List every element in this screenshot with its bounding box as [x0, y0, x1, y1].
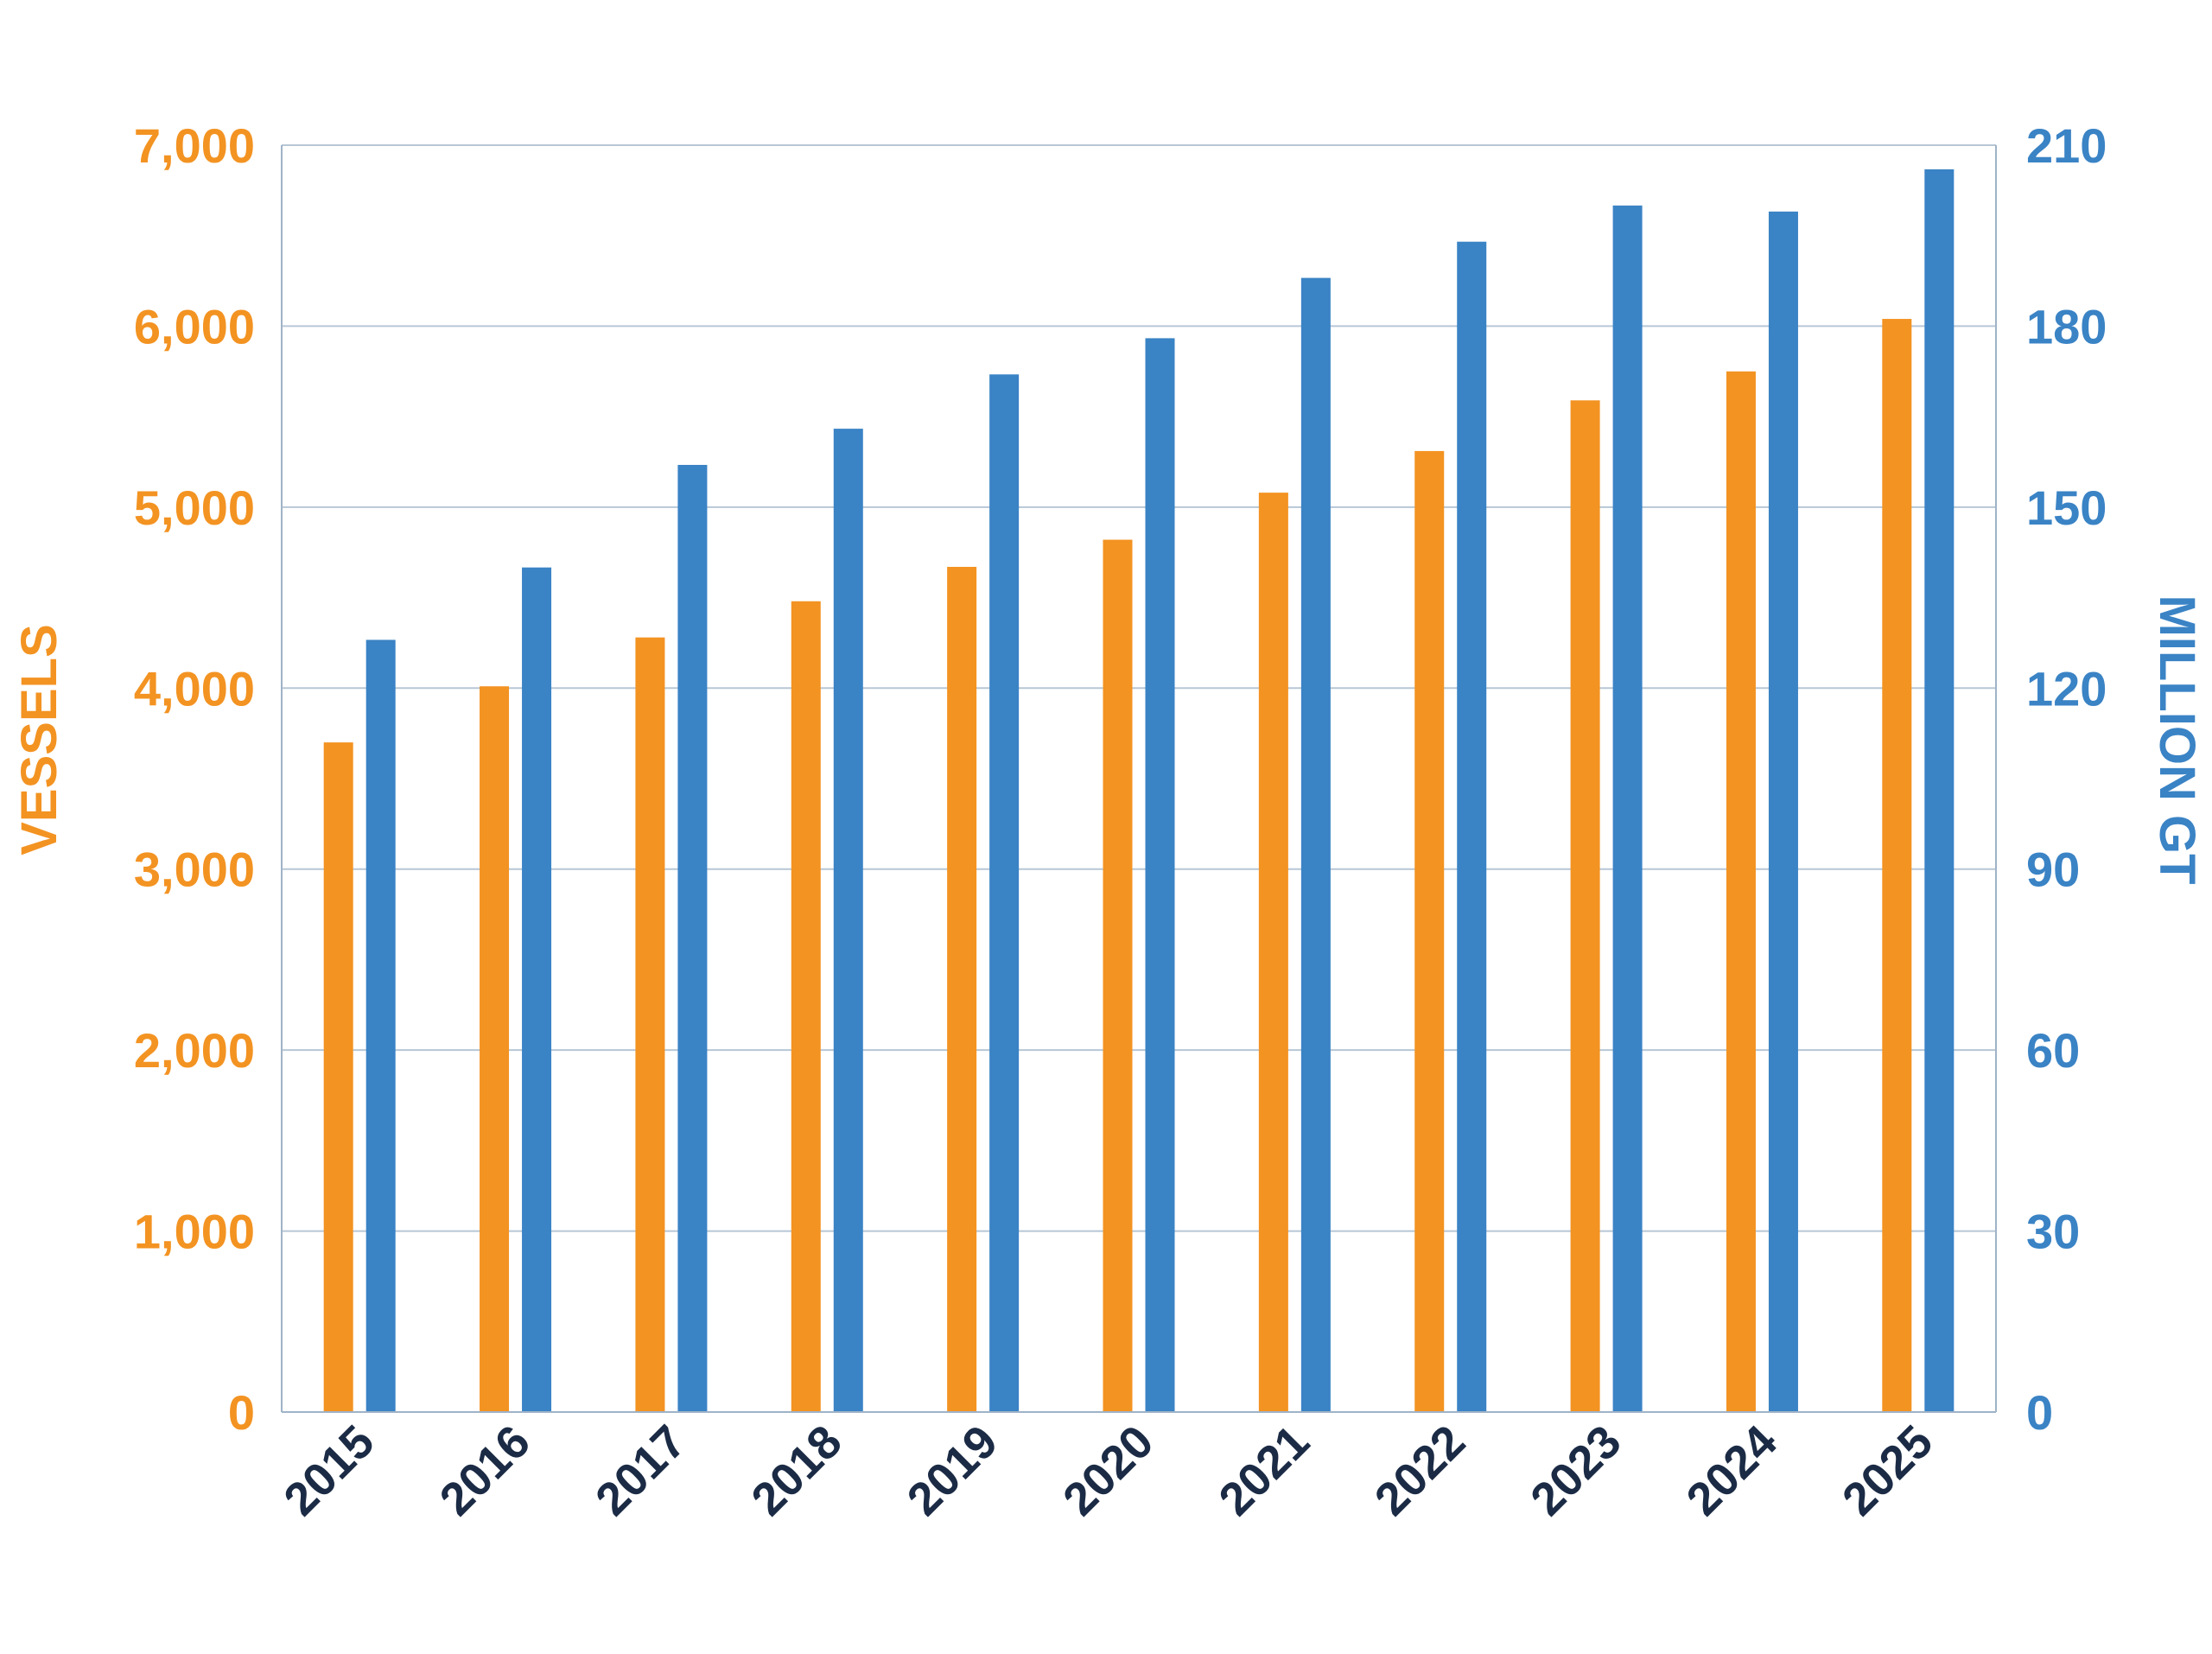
vessels-bar-2017 — [635, 637, 665, 1412]
right-tick-label: 60 — [2026, 1023, 2080, 1078]
x-tick-label: 2024 — [1677, 1415, 1787, 1525]
right-tick-label: 120 — [2026, 661, 2107, 716]
vessels-bar-2015 — [323, 742, 353, 1412]
vessels-bar-2020 — [1103, 539, 1133, 1412]
right-tick-labels: 0 30 60 90 120 150 180 210 — [2026, 118, 2107, 1440]
gt-bar-2023 — [1612, 205, 1643, 1412]
gt-bar-2016 — [522, 567, 552, 1412]
left-tick-label: 6,000 — [134, 299, 255, 353]
x-tick-label: 2025 — [1833, 1415, 1942, 1525]
left-tick-label: 5,000 — [134, 480, 255, 535]
x-tick-labels: 2015 2016 2017 2018 2019 2020 2021 2022 2023 2024… — [274, 1415, 1942, 1525]
x-tick-label: 2023 — [1521, 1415, 1630, 1525]
left-tick-label: 2,000 — [134, 1023, 255, 1078]
gt-bar-2025 — [1924, 169, 1955, 1412]
gridlines — [282, 144, 1996, 1413]
left-tick-label: 1,000 — [134, 1205, 255, 1259]
axes — [281, 145, 1997, 1413]
gt-bar-2017 — [677, 464, 708, 1412]
left-tick-label: 7,000 — [134, 118, 255, 173]
x-tick-label: 2017 — [586, 1415, 696, 1525]
gt-bar-2018 — [833, 429, 863, 1413]
gt-bar-2021 — [1300, 277, 1331, 1413]
vessels-bar-2021 — [1258, 493, 1288, 1413]
bars — [323, 169, 1955, 1413]
right-tick-label: 30 — [2026, 1205, 2080, 1259]
x-tick-label: 2020 — [1053, 1415, 1163, 1525]
vessels-bar-2016 — [480, 686, 510, 1412]
vessels-bar-2018 — [791, 601, 821, 1412]
left-tick-label: 0 — [228, 1385, 255, 1440]
vessels-bar-2024 — [1726, 371, 1756, 1413]
left-tick-label: 3,000 — [134, 843, 255, 897]
x-tick-label: 2022 — [1365, 1415, 1475, 1525]
x-tick-label: 2019 — [898, 1415, 1007, 1525]
x-tick-label: 2016 — [430, 1415, 540, 1525]
x-tick-label: 2018 — [741, 1415, 851, 1525]
left-tick-labels: 0 1,000 2,000 3,000 4,000 5,000 6,000 7,000 — [134, 118, 255, 1440]
right-tick-label: 180 — [2026, 299, 2107, 353]
y-axis-label: VESSELS — [11, 624, 67, 856]
y2-axis-label: MILLION GT — [2149, 595, 2205, 884]
x-tick-label: 2015 — [274, 1415, 384, 1525]
right-tick-label: 90 — [2026, 843, 2080, 897]
vessels-bar-2022 — [1414, 450, 1445, 1412]
gt-bar-2020 — [1145, 338, 1175, 1412]
vessels-bar-2023 — [1570, 400, 1600, 1412]
right-tick-label: 0 — [2026, 1385, 2053, 1440]
left-tick-label: 4,000 — [134, 661, 255, 716]
vessels-bar-2025 — [1882, 319, 1912, 1413]
vessels-bar-2019 — [947, 566, 977, 1412]
right-tick-label: 150 — [2026, 480, 2107, 535]
right-tick-label: 210 — [2026, 118, 2107, 173]
gt-bar-2022 — [1457, 241, 1487, 1412]
x-tick-label: 2021 — [1209, 1415, 1319, 1525]
gt-bar-2019 — [989, 374, 1020, 1413]
gt-bar-2015 — [365, 639, 396, 1412]
gt-bar-2024 — [1768, 211, 1798, 1412]
